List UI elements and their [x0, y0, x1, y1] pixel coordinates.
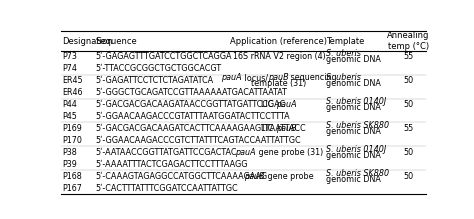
Text: 50: 50 [403, 148, 414, 157]
Text: 5ʹ-CAAAGTAGAGGCCATGGCTTCAAAAGAAG: 5ʹ-CAAAGTAGAGGCCATGGCTTCAAAAGAAG [95, 172, 267, 181]
Text: pauB: pauB [245, 172, 265, 181]
Text: 5ʹ-GGAACAAGACCCGTCTTATTTCAGTACCAATTATTGC: 5ʹ-GGAACAAGACCCGTCTTATTTCAGTACCAATTATTGC [95, 136, 301, 145]
Text: gene probe (31): gene probe (31) [255, 148, 323, 157]
Text: 50: 50 [403, 76, 414, 85]
Text: sequencing: sequencing [288, 73, 337, 82]
Text: S. uberis 0140J: S. uberis 0140J [326, 97, 386, 106]
Text: genomic DNA: genomic DNA [326, 127, 381, 136]
Text: Annealing
temp (°C): Annealing temp (°C) [387, 31, 430, 51]
Text: 5ʹ-AATAACCGGTTATGATTCCGACTAC: 5ʹ-AATAACCGGTTATGATTCCGACTAC [95, 148, 237, 157]
Text: pauA: pauA [235, 148, 255, 157]
Text: 5ʹ-GACGACGACAAGATCACTTCAAAAGAAGTTAATTACC: 5ʹ-GACGACGACAAGATCACTTCAAAAGAAGTTAATTACC [95, 124, 306, 133]
Text: S. uberis 0140J: S. uberis 0140J [326, 145, 386, 154]
Text: P44: P44 [63, 100, 77, 109]
Text: 5ʹ-GACGACGACAAGATAACCGGTTATGATTCCGAC: 5ʹ-GACGACGACAAGATAACCGGTTATGATTCCGAC [95, 100, 285, 109]
Text: 5ʹ-CACTTTATTTCGGATCCAATTATTGC: 5ʹ-CACTTTATTTCGGATCCAATTATTGC [95, 184, 238, 193]
Text: 5ʹ-GAGAGTTTGATCCTGGCTCAGGA: 5ʹ-GAGAGTTTGATCCTGGCTCAGGA [95, 52, 232, 61]
Text: 5ʹ-TTACCGCGGCTGCTGGCACGT: 5ʹ-TTACCGCGGCTGCTGGCACGT [95, 64, 221, 73]
Text: genomic DNA: genomic DNA [326, 175, 381, 184]
Text: 50: 50 [403, 100, 414, 109]
Text: Sequence: Sequence [95, 37, 137, 46]
Text: Application (reference): Application (reference) [230, 37, 328, 46]
Text: pauB: pauB [276, 124, 297, 133]
Text: ER45: ER45 [63, 76, 83, 85]
Text: genomic DNA: genomic DNA [326, 55, 381, 64]
Text: P169: P169 [63, 124, 82, 133]
Text: P38: P38 [63, 148, 77, 157]
Text: P45: P45 [63, 112, 77, 121]
Text: P170: P170 [63, 136, 82, 145]
Text: S. uberis SK880: S. uberis SK880 [326, 121, 389, 130]
Text: P168: P168 [63, 172, 82, 181]
Text: S. uberis: S. uberis [326, 73, 360, 82]
Text: 5ʹ-GAGATTCCTCTCTAGATATCA: 5ʹ-GAGATTCCTCTCTAGATATCA [95, 76, 213, 85]
Text: Template: Template [326, 37, 364, 46]
Text: gene probe: gene probe [265, 172, 314, 181]
Text: genomic DNA: genomic DNA [326, 151, 381, 160]
Text: Designation: Designation [63, 37, 113, 46]
Text: locus/: locus/ [242, 73, 268, 82]
Text: pauA: pauA [276, 100, 297, 109]
Text: P74: P74 [63, 64, 77, 73]
Text: 5ʹ-AAAATTTACTCGAGACTTCCTTTAAGG: 5ʹ-AAAATTTACTCGAGACTTCCTTTAAGG [95, 160, 248, 169]
Text: genomic DNA: genomic DNA [326, 103, 381, 112]
Text: LIC: LIC [261, 100, 276, 109]
Text: P167: P167 [63, 184, 82, 193]
Text: template (31): template (31) [251, 79, 307, 88]
Text: 5ʹ-GGGCTGCAGATCCGTTAAAAAATGACATTAATAT: 5ʹ-GGGCTGCAGATCCGTTAAAAAATGACATTAATAT [95, 88, 287, 97]
Text: ER46: ER46 [63, 88, 83, 97]
Text: S. uberis SK880: S. uberis SK880 [326, 169, 389, 178]
Text: 16S rRNA V2 region (4): 16S rRNA V2 region (4) [233, 52, 325, 61]
Text: LIC: LIC [261, 124, 276, 133]
Text: 55: 55 [403, 52, 414, 61]
Text: S. uberis: S. uberis [326, 49, 360, 58]
Text: 5ʹ-GGAACAAGACCCGTATTTAATGGATACTTCCTTTA: 5ʹ-GGAACAAGACCCGTATTTAATGGATACTTCCTTTA [95, 112, 290, 121]
Text: P73: P73 [63, 52, 77, 61]
Text: 50: 50 [403, 172, 414, 181]
Text: pauB: pauB [268, 73, 288, 82]
Text: 55: 55 [403, 124, 414, 133]
Text: pauA: pauA [221, 73, 242, 82]
Text: genomic DNA: genomic DNA [326, 79, 381, 88]
Text: P39: P39 [63, 160, 77, 169]
